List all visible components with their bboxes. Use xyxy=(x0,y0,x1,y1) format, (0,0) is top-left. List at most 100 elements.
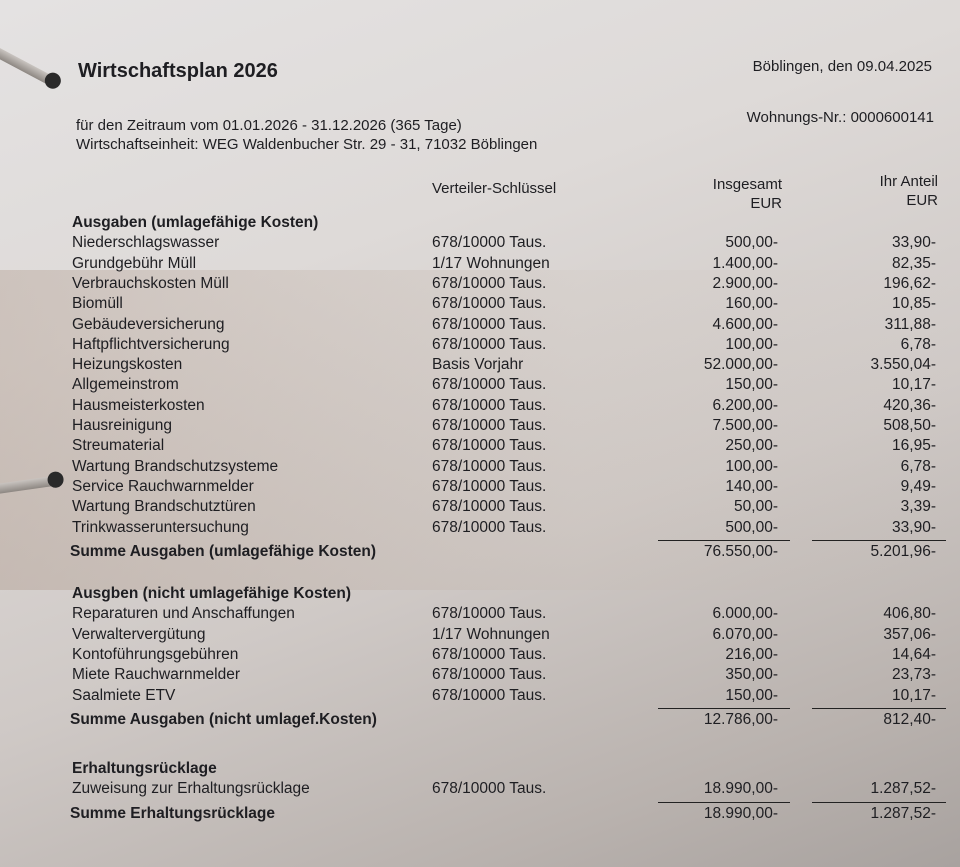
cost-label: Heizungskosten xyxy=(72,356,183,374)
distribution-key: 678/10000 Taus. xyxy=(432,645,547,663)
share-amount: 33,90- xyxy=(892,518,936,536)
share-amount: 14,64- xyxy=(892,645,936,663)
table-row: Verbrauchskosten Müll 678/10000 Taus. 2.90… xyxy=(0,275,960,295)
table-row: Reparaturen und Anschaffungen 678/10000 T… xyxy=(0,605,960,625)
cost-label: Verbrauchskosten Müll xyxy=(72,274,229,292)
cost-label: Grundgebühr Müll xyxy=(72,254,197,272)
share-amount: 508,50- xyxy=(883,417,936,434)
table-row: Niederschlagswasser 678/10000 Taus. 500,00… xyxy=(0,234,960,254)
table-row: Verwaltervergütung 1/17 Wohnungen 6.070,00… xyxy=(0,626,960,646)
flat-number: Wohnungs-Nr.: 0000600141 xyxy=(746,109,934,126)
cost-label: Service Rauchwarnmelder xyxy=(72,477,254,495)
table-row: Kontoführungsgebühren 678/10000 Taus. 216,… xyxy=(0,646,960,666)
total-amount: 150,00- xyxy=(725,686,778,704)
distribution-key: 678/10000 Taus. xyxy=(432,376,547,394)
section-title: Ausgaben (umlagefähige Kosten) xyxy=(0,214,960,234)
total-amount: 140,00- xyxy=(725,477,778,495)
distribution-key: 1/17 Wohnungen xyxy=(432,625,550,643)
section-title: Erhaltungsrücklage xyxy=(0,760,960,780)
total-amount: 2.900,00- xyxy=(712,274,779,292)
distribution-key: 678/10000 Taus. xyxy=(432,498,547,516)
distribution-key: 1/17 Wohnungen xyxy=(432,254,550,272)
cost-label: Biomüll xyxy=(72,295,123,313)
sum-rule xyxy=(658,539,790,542)
table-row: Wartung Brandschutztüren 678/10000 Taus. 5… xyxy=(0,498,960,518)
table-row: Zuweisung zur Erhaltungsrücklage 678/1000… xyxy=(0,780,960,800)
share-amount: 16,95- xyxy=(892,437,936,455)
distribution-key: 678/10000 Taus. xyxy=(432,780,547,798)
total-amount: 52.000,00- xyxy=(703,356,778,374)
cost-label: Wartung Brandschutztüren xyxy=(72,498,256,516)
distribution-key: 678/10000 Taus. xyxy=(432,686,547,704)
total-amount: 6.000,00- xyxy=(712,605,779,623)
section-heading: Ausgaben (umlagefähige Kosten) xyxy=(72,214,319,231)
total-amount: 160,00- xyxy=(725,295,778,313)
total-amount: 4.600,00- xyxy=(712,315,779,333)
sum-row: Summe Ausgaben (umlagefähige Kosten) 76.5… xyxy=(0,543,960,563)
total-amount: 6.200,00- xyxy=(712,396,779,414)
share-amount: 23,73- xyxy=(892,666,936,684)
sum-rule xyxy=(812,801,946,804)
cost-label: Reparaturen und Anschaffungen xyxy=(72,605,295,623)
sum-row: Summe Erhaltungsrücklage 18.990,00- 1.287,… xyxy=(0,805,960,825)
total-amount: 150,00- xyxy=(725,376,778,394)
share-amount: 33,90- xyxy=(892,234,936,252)
sum-total: 12.786,00- xyxy=(703,710,778,728)
total-amount: 1.400,00- xyxy=(712,254,779,272)
table-row: Gebäudeversicherung 678/10000 Taus. 4.600,… xyxy=(0,316,960,336)
cost-label: Wartung Brandschutzsysteme xyxy=(72,457,279,475)
cost-label: Saalmiete ETV xyxy=(72,686,176,704)
distribution-key: 678/10000 Taus. xyxy=(432,417,547,434)
table-row: Haftpflichtversicherung 678/10000 Taus. 10… xyxy=(0,336,960,356)
binder-ring-icon xyxy=(0,46,59,88)
cost-label: Streumaterial xyxy=(72,437,165,455)
cost-label: Zuweisung zur Erhaltungsrücklage xyxy=(72,780,310,798)
period: für den Zeitraum vom 01.01.2026 - 31.12.… xyxy=(76,117,462,134)
table-row: Allgemeinstrom 678/10000 Taus. 150,00- 10,1… xyxy=(0,376,960,396)
table-row: Service Rauchwarnmelder 678/10000 Taus. 14… xyxy=(0,478,960,498)
distribution-key: 678/10000 Taus. xyxy=(432,315,547,333)
cost-label: Gebäudeversicherung xyxy=(72,315,225,333)
share-amount: 10,17- xyxy=(892,686,936,704)
cost-label: Trinkwasseruntersuchung xyxy=(72,518,249,536)
sum-row: Summe Ausgaben (nicht umlagef.Kosten) 12.… xyxy=(0,711,960,731)
share-amount: 6,78- xyxy=(900,335,936,353)
distribution-key: 678/10000 Taus. xyxy=(432,437,547,455)
sum-share: 812,40- xyxy=(883,710,936,728)
column-header-key: Verteiler-Schlüssel xyxy=(432,180,557,197)
share-amount: 357,06- xyxy=(883,625,936,643)
cost-label: Haftpflichtversicherung xyxy=(72,335,230,353)
section-heading: Erhaltungsrücklage xyxy=(72,760,217,777)
share-amount: 82,35- xyxy=(892,254,936,272)
cost-label: Niederschlagswasser xyxy=(72,234,220,252)
total-amount: 6.070,00- xyxy=(712,625,779,643)
total-amount: 100,00- xyxy=(725,335,778,353)
section-heading: Ausgben (nicht umlagefähige Kosten) xyxy=(72,585,352,602)
sum-rule xyxy=(658,707,790,710)
distribution-key: 678/10000 Taus. xyxy=(432,274,547,292)
total-amount: 7.500,00- xyxy=(712,417,779,434)
cost-label: Verwaltervergütung xyxy=(72,625,206,643)
table-row: Grundgebühr Müll 1/17 Wohnungen 1.400,00- 8… xyxy=(0,255,960,275)
distribution-key: 678/10000 Taus. xyxy=(432,234,547,252)
distribution-key: 678/10000 Taus. xyxy=(432,295,547,313)
place-date: Böblingen, den 09.04.2025 xyxy=(752,58,932,75)
distribution-key: 678/10000 Taus. xyxy=(432,605,547,623)
distribution-key: Basis Vorjahr xyxy=(432,356,524,374)
column-header-share: Ihr Anteil EUR xyxy=(879,173,938,209)
sum-share: 1.287,52- xyxy=(870,804,937,822)
share-amount: 10,17- xyxy=(892,376,936,394)
share-amount: 3,39- xyxy=(900,498,936,516)
total-amount: 500,00- xyxy=(725,234,778,252)
distribution-key: 678/10000 Taus. xyxy=(432,666,547,684)
share-amount: 420,36- xyxy=(883,396,936,414)
sum-total: 18.990,00- xyxy=(703,804,778,822)
total-amount: 350,00- xyxy=(725,666,778,684)
cost-label: Hausmeisterkosten xyxy=(72,396,205,414)
sum-share: 5.201,96- xyxy=(870,542,937,560)
column-header-total: Insgesamt EUR xyxy=(712,176,782,212)
cost-label: Kontoführungsgebühren xyxy=(72,645,239,663)
sum-rule xyxy=(812,707,946,710)
table-row: Biomüll 678/10000 Taus. 160,00- 10,85- xyxy=(0,295,960,315)
section-title: Ausgben (nicht umlagefähige Kosten) xyxy=(0,585,960,605)
